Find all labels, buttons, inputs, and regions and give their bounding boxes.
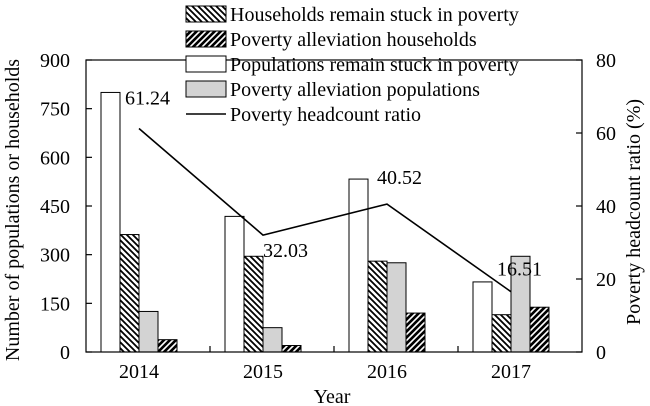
bar-gray-2016 [386, 262, 407, 353]
bar-hatch-back-2014 [119, 234, 140, 353]
bar-white-2014 [100, 91, 121, 353]
y-tick-label: 450 [40, 196, 70, 218]
y-tick-label: 900 [40, 50, 70, 72]
axes-layer: 0 150 300 450 600 750 900 0 20 40 60 80 2014 2015 2016… [40, 50, 616, 383]
bar-hatch-back-2016 [367, 260, 388, 353]
y-tick-label: 150 [40, 293, 70, 315]
x-tick-label: 2016 [367, 361, 407, 383]
legend-label: Populations remain stuck in poverty [230, 54, 519, 76]
x-tick-label: 2014 [119, 361, 159, 383]
legend-label: Poverty headcount ratio [230, 104, 421, 126]
bar-hatch-fwd-2017 [529, 306, 550, 353]
bar-gray-2015 [262, 327, 283, 353]
legend-label: Poverty alleviation populations [230, 79, 480, 101]
bar-white-2016 [348, 178, 369, 353]
legend-swatch [185, 5, 227, 23]
legend: Households remain stuck in poverty Povert… [185, 4, 519, 126]
y2-tick-label: 20 [596, 269, 616, 291]
bar-white-2015 [224, 215, 245, 353]
legend-label: Poverty alleviation households [230, 29, 477, 51]
y-tick-label: 600 [40, 147, 70, 169]
bar-hatch-back-2017 [491, 314, 512, 353]
bar-white-2017 [472, 281, 493, 353]
ratio-data-label: 61.24 [125, 87, 170, 109]
bar-hatch-fwd-2014 [157, 339, 178, 353]
y2-tick-label: 80 [596, 50, 616, 72]
bar-hatch-fwd-2015 [281, 345, 302, 353]
y2-axis-label: Poverty headcount ratio (%) [623, 99, 645, 325]
y2-tick-label: 0 [596, 342, 606, 364]
x-tick-label: 2015 [243, 361, 283, 383]
bar-gray-2014 [138, 310, 159, 353]
legend-label: Households remain stuck in poverty [230, 4, 519, 26]
legend-swatch [185, 55, 227, 73]
legend-swatch [185, 30, 227, 48]
y-tick-label: 750 [40, 99, 70, 121]
y2-tick-label: 40 [596, 196, 616, 218]
x-axis-label: Year [314, 386, 351, 406]
ratio-data-label: 40.52 [377, 167, 422, 189]
ratio-data-label: 32.03 [263, 240, 308, 262]
headcount-ratio-line [138, 127, 512, 293]
x-tick-label: 2017 [491, 361, 531, 383]
bars-layer [100, 91, 550, 353]
y-axis-label: Number of populations or households [2, 59, 24, 361]
line-layer: 61.24 32.03 40.52 16.51 [125, 87, 542, 293]
bar-hatch-fwd-2016 [405, 312, 426, 353]
bar-hatch-back-2015 [243, 255, 264, 353]
y-tick-label: 0 [60, 342, 70, 364]
y2-tick-label: 60 [596, 123, 616, 145]
ratio-data-label: 16.51 [497, 259, 542, 281]
y-tick-label: 300 [40, 245, 70, 267]
legend-swatch [185, 80, 227, 98]
